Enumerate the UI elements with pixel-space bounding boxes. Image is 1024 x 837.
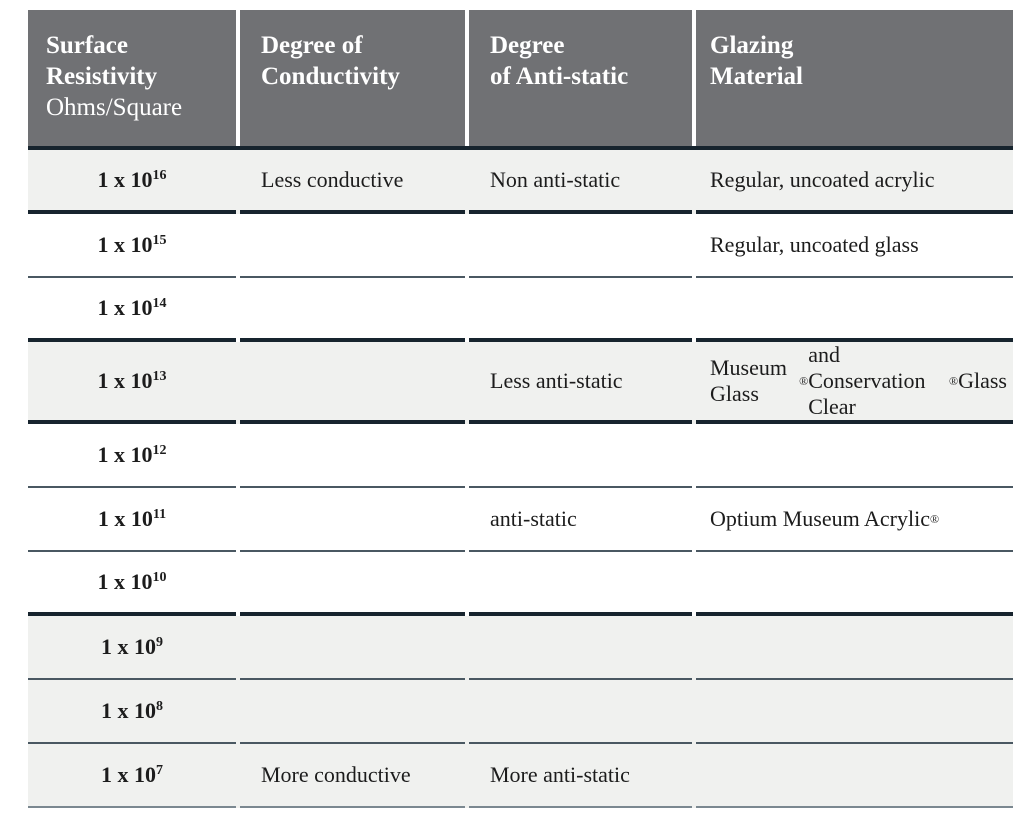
header-title-line: Degree of xyxy=(261,32,363,59)
resistivity-cell: 1 x 1013 xyxy=(28,342,236,424)
table-row-1e16: 1 x 1016 Less conductive Non anti-static… xyxy=(28,150,1013,214)
resistivity-exponent: 12 xyxy=(152,443,167,458)
header-title-line: Resistivity xyxy=(46,63,158,90)
antistatic-cell: Non anti-static xyxy=(469,150,692,214)
header-units-label: Ohms/Square xyxy=(46,94,183,121)
resistivity-value: 1 x 1014 xyxy=(98,295,167,321)
table-row-1e8: 1 x 108 xyxy=(28,680,1013,744)
resistivity-cell: 1 x 1016 xyxy=(28,150,236,214)
resistivity-exponent: 11 xyxy=(152,507,167,522)
antistatic-cell xyxy=(469,680,692,744)
conductivity-cell: More conductive xyxy=(240,744,465,808)
resistivity-value: 1 x 107 xyxy=(101,762,163,788)
glazing-cell: Regular, uncoated glass xyxy=(696,214,1013,278)
glazing-cell: Regular, uncoated acrylic xyxy=(696,150,1013,214)
resistivity-cell: 1 x 1012 xyxy=(28,424,236,488)
antistatic-cell xyxy=(469,214,692,278)
glazing-cell xyxy=(696,278,1013,342)
resistivity-base: 1 x 10 xyxy=(101,634,156,659)
resistivity-value: 1 x 1013 xyxy=(98,368,167,394)
header-degree-of-conductivity: Degree of Conductivity xyxy=(240,10,465,146)
header-degree-of-anti-static: Degree of Anti-static xyxy=(469,10,692,146)
glazing-cell xyxy=(696,424,1013,488)
resistivity-value: 1 x 108 xyxy=(101,698,163,724)
resistivity-base: 1 x 10 xyxy=(101,698,156,723)
resistivity-base: 1 x 10 xyxy=(97,167,153,192)
antistatic-cell: More anti-static xyxy=(469,744,692,808)
antistatic-cell xyxy=(469,424,692,488)
header-title-line: of Anti-static xyxy=(490,63,629,90)
glazing-cell xyxy=(696,744,1013,808)
resistivity-cell: 1 x 1011 xyxy=(28,488,236,552)
resistivity-cell: 1 x 107 xyxy=(28,744,236,808)
resistivity-exponent: 7 xyxy=(156,763,163,778)
resistivity-base: 1 x 10 xyxy=(97,569,153,594)
resistivity-exponent: 8 xyxy=(156,699,163,714)
antistatic-cell xyxy=(469,552,692,616)
resistivity-cell: 1 x 109 xyxy=(28,616,236,680)
antistatic-cell: anti-static xyxy=(469,488,692,552)
resistivity-value: 1 x 1015 xyxy=(98,232,167,258)
resistivity-exponent: 10 xyxy=(152,570,167,585)
resistivity-exponent: 13 xyxy=(152,369,167,384)
table-header-row: Surface Resistivity Ohms/Square Degree o… xyxy=(28,10,1013,150)
resistivity-cell: 1 x 108 xyxy=(28,680,236,744)
antistatic-cell: Less anti-static xyxy=(469,342,692,424)
conductivity-cell xyxy=(240,552,465,616)
table-row-1e11: 1 x 1011 anti-static Optium Museum Acryl… xyxy=(28,488,1013,552)
glazing-cell xyxy=(696,616,1013,680)
header-title-line: Glazing xyxy=(710,32,794,59)
table-row-1e13: 1 x 1013 Less anti-static Museum Glass ® … xyxy=(28,342,1013,424)
glazing-cell xyxy=(696,552,1013,616)
resistivity-base: 1 x 10 xyxy=(97,295,153,320)
conductivity-cell xyxy=(240,616,465,680)
antistatic-cell xyxy=(469,278,692,342)
conductivity-cell xyxy=(240,214,465,278)
table-row-1e15: 1 x 1015 Regular, uncoated glass xyxy=(28,214,1013,278)
resistivity-exponent: 9 xyxy=(156,635,163,650)
table-row-1e10: 1 x 1010 xyxy=(28,552,1013,616)
resistivity-base: 1 x 10 xyxy=(101,762,156,787)
antistatic-cell xyxy=(469,616,692,680)
resistivity-value: 1 x 1011 xyxy=(98,506,166,532)
conductivity-cell xyxy=(240,278,465,342)
resistivity-base: 1 x 10 xyxy=(97,232,153,257)
glazing-cell: Museum Glass ® and Conservation Clear ® Gl… xyxy=(696,342,1013,424)
header-title-line: Material xyxy=(710,63,804,90)
glazing-cell xyxy=(696,680,1013,744)
resistivity-cell: 1 x 1014 xyxy=(28,278,236,342)
table-row-1e14: 1 x 1014 xyxy=(28,278,1013,342)
resistivity-exponent: 14 xyxy=(152,296,167,311)
conductivity-cell xyxy=(240,424,465,488)
header-surface-resistivity: Surface Resistivity Ohms/Square xyxy=(28,10,236,146)
resistivity-cell: 1 x 1015 xyxy=(28,214,236,278)
header-title-line: Conductivity xyxy=(261,63,400,90)
resistivity-value: 1 x 109 xyxy=(101,634,163,660)
resistivity-cell: 1 x 1010 xyxy=(28,552,236,616)
resistivity-value: 1 x 1016 xyxy=(98,167,167,193)
conductivity-cell: Less conductive xyxy=(240,150,465,214)
resistivity-value: 1 x 1010 xyxy=(98,569,167,595)
glazing-cell: Optium Museum Acrylic ® xyxy=(696,488,1013,552)
resistivity-exponent: 16 xyxy=(152,168,167,183)
resistivity-base: 1 x 10 xyxy=(97,368,153,393)
header-glazing-material: Glazing Material xyxy=(696,10,1013,146)
table-row-1e12: 1 x 1012 xyxy=(28,424,1013,488)
conductivity-cell xyxy=(240,488,465,552)
header-title-line: Surface xyxy=(46,32,128,59)
resistivity-value: 1 x 1012 xyxy=(98,442,167,468)
resistivity-exponent: 15 xyxy=(152,233,167,248)
header-title-line: Degree xyxy=(490,32,565,59)
table-row-1e7: 1 x 107 More conductive More anti-static xyxy=(28,744,1013,808)
resistivity-base: 1 x 10 xyxy=(97,506,153,531)
resistivity-base: 1 x 10 xyxy=(97,442,153,467)
conductivity-cell xyxy=(240,342,465,424)
conductivity-cell xyxy=(240,680,465,744)
surface-resistivity-table: Surface Resistivity Ohms/Square Degree o… xyxy=(28,10,1013,808)
table-row-1e9: 1 x 109 xyxy=(28,616,1013,680)
